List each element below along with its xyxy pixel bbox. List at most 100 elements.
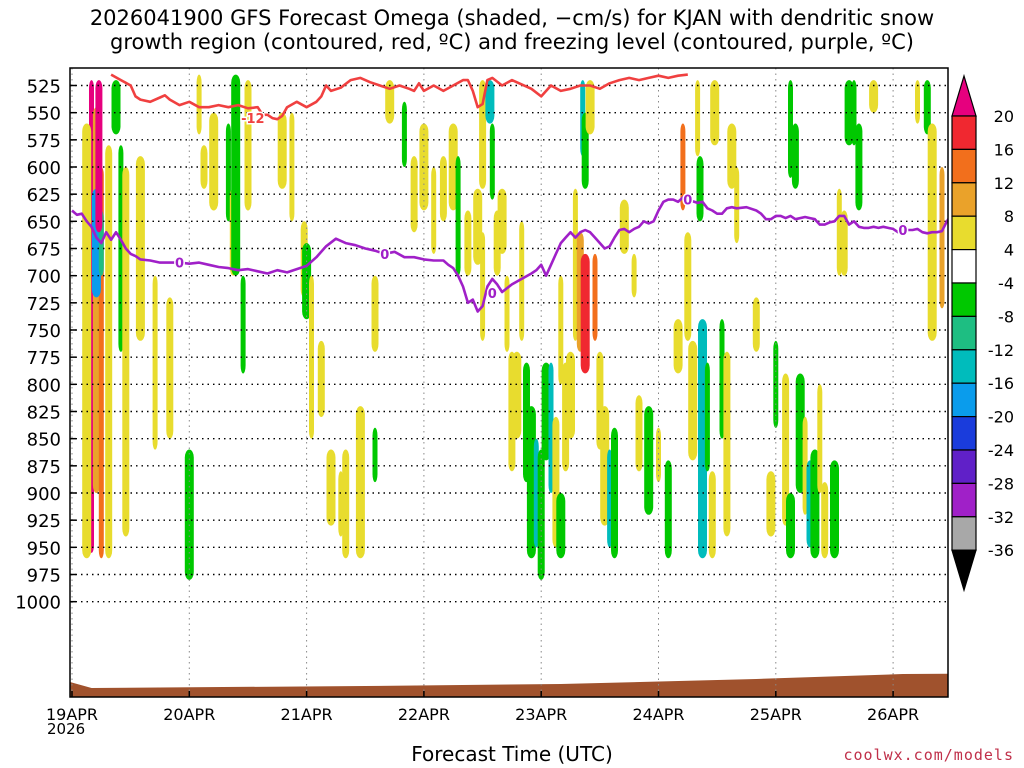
- omega-cell: [786, 493, 795, 559]
- omega-cell: [244, 80, 252, 211]
- contour-label: 0: [380, 248, 389, 263]
- omega-cell: [619, 199, 629, 254]
- y-tick-label: 850: [27, 430, 61, 451]
- omega-cell: [355, 406, 365, 559]
- omega-cell: [719, 319, 725, 439]
- colorbar-tick-label: -20: [988, 408, 1014, 427]
- y-tick-label: 875: [27, 457, 61, 478]
- y-tick-label: 575: [27, 131, 61, 152]
- omega-cell: [869, 80, 879, 113]
- colorbar-tick-label: 8: [1004, 207, 1014, 226]
- colorbar-bin: [951, 482, 977, 518]
- omega-cell: [855, 123, 863, 211]
- y-tick-label: 800: [27, 375, 61, 396]
- colorbar-tick-label: -32: [988, 508, 1014, 527]
- colorbar-bin: [951, 349, 977, 384]
- x-axis: 19APR 20APR 21APR 22APR 23APR 24APR 25APR 26APR: [46, 691, 919, 724]
- colorbar-bin: [951, 315, 977, 351]
- omega-cell: [135, 156, 145, 341]
- omega-cell: [851, 80, 857, 146]
- omega-cell: [372, 427, 378, 483]
- omega-cell: [439, 156, 447, 222]
- omega-cell: [986, 124, 995, 211]
- omega-cell: [708, 471, 716, 559]
- omega-cell: [473, 188, 483, 265]
- omega-cell: [688, 340, 698, 461]
- omega-cell: [231, 74, 241, 276]
- colorbar-tick-label: -36: [988, 541, 1014, 560]
- omega-cell: [548, 362, 554, 493]
- omega-cell: [607, 449, 613, 548]
- contour-lines: -12 0 0 0 0 0: [71, 73, 948, 313]
- omega-cell: [200, 145, 208, 189]
- colorbar-tick-label: -12: [988, 341, 1014, 360]
- omega-cell: [302, 243, 312, 320]
- colorbar-tick-label: 16: [994, 140, 1014, 159]
- colorbar-tick-label: 20: [994, 107, 1014, 126]
- omega-cell: [631, 253, 637, 298]
- omega-cell: [791, 123, 799, 189]
- colorbar-bin: [951, 416, 977, 451]
- x-tick-label: 26APR: [867, 705, 919, 724]
- omega-cell: [766, 471, 776, 537]
- colorbar-bin: [951, 449, 977, 485]
- omega-cell: [840, 210, 848, 276]
- omega-cell: [342, 449, 350, 559]
- chart-title-line1: 2026041900 GFS Forecast Omega (shaded, −…: [89, 6, 935, 30]
- contour-label: -12: [241, 112, 265, 127]
- omega-cell: [664, 460, 672, 559]
- x-tick-label: 21APR: [281, 705, 333, 724]
- omega-cell: [277, 112, 287, 189]
- omega-cell: [566, 351, 575, 439]
- colorbar-tick-label: -4: [998, 274, 1014, 293]
- omega-cell: [122, 167, 130, 537]
- omega-cell: [673, 319, 683, 374]
- omega-cell: [704, 362, 710, 472]
- x-tick-label: 24APR: [632, 705, 684, 724]
- contour-label: 0: [488, 287, 497, 302]
- y-tick-label: 725: [27, 294, 61, 315]
- y-tick-label: 625: [27, 185, 61, 206]
- omega-cell: [209, 112, 219, 211]
- omega-cell: [656, 427, 661, 483]
- omega-cell: [448, 123, 458, 211]
- credit-text: coolwx.com/models: [843, 746, 1014, 764]
- colorbar-tick-label: -28: [988, 474, 1014, 493]
- omega-cell: [385, 80, 395, 124]
- y-tick-label: 825: [27, 403, 61, 424]
- x-tick-label: 23APR: [515, 705, 567, 724]
- x-tick-label: 20APR: [163, 705, 215, 724]
- contour--12: [110, 73, 688, 121]
- omega-cell: [196, 74, 202, 135]
- omega-cell: [309, 275, 314, 439]
- omega-cell: [727, 123, 737, 189]
- omega-cell: [111, 80, 121, 135]
- omega-cell: [419, 123, 429, 211]
- colorbar-bin: [951, 182, 977, 217]
- omega-cell: [844, 80, 854, 146]
- omega-cell: [82, 123, 92, 559]
- colorbar-bin: [951, 516, 977, 551]
- colorbar-bin: [951, 73, 977, 117]
- y-tick-label: 650: [27, 212, 61, 233]
- omega-cell: [585, 80, 595, 135]
- colorbar-tick-label: -8: [998, 307, 1014, 326]
- omega-cell: [464, 210, 472, 276]
- colorbar-tick-label: 4: [1004, 241, 1014, 260]
- ground-surface: [70, 673, 948, 697]
- omega-cell: [923, 80, 931, 135]
- omega-cell: [455, 156, 461, 276]
- omega-cell: [401, 101, 407, 167]
- contour-label: 0: [683, 194, 692, 209]
- y-tick-label: 925: [27, 511, 61, 532]
- contour-label: 0: [898, 224, 907, 239]
- omega-cell: [326, 449, 336, 526]
- x-axis-title: Forecast Time (UTC): [411, 742, 613, 766]
- x-tick-label: 25APR: [750, 705, 802, 724]
- omega-cell: [1017, 189, 1024, 276]
- y-tick-label: 700: [27, 267, 61, 288]
- colorbar-bin: [951, 148, 977, 184]
- omega-cell: [480, 232, 486, 341]
